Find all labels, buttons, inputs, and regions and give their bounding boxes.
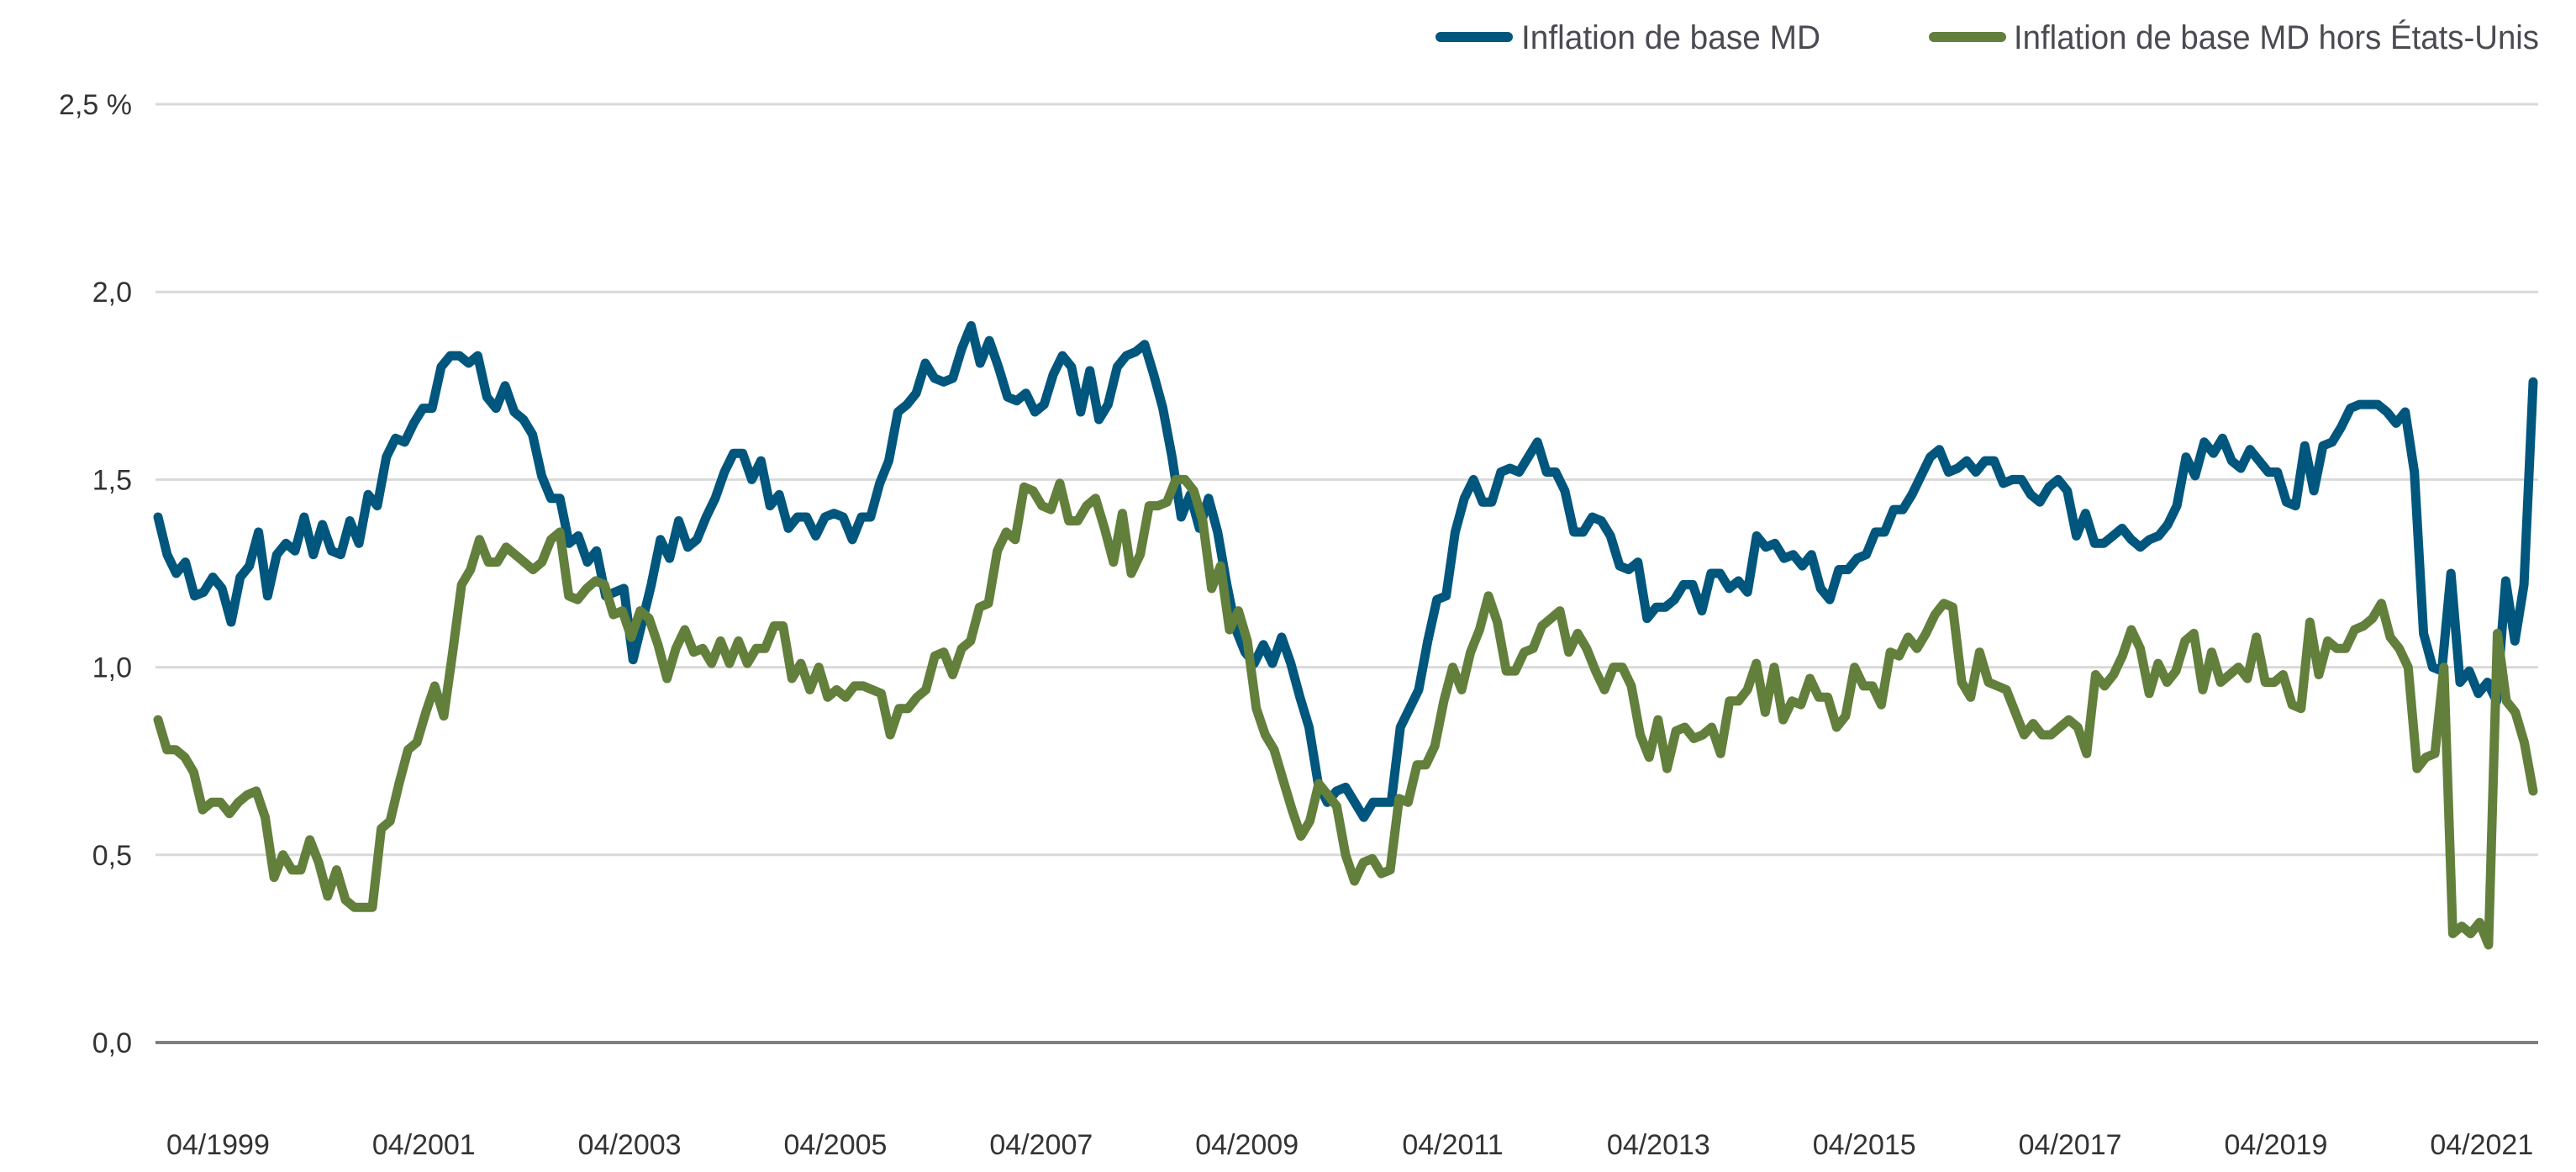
x-tick-label: 04/2019 bbox=[2224, 1129, 2327, 1161]
x-tick-label: 04/2017 bbox=[2019, 1129, 2122, 1161]
legend: Inflation de base MD Inflation de base M… bbox=[1436, 18, 2539, 56]
x-tick-label: 04/2001 bbox=[372, 1129, 476, 1161]
gridlines bbox=[155, 103, 2538, 1044]
y-tick-label: 2,5 % bbox=[59, 89, 132, 121]
series-lines bbox=[153, 320, 2538, 950]
series-line-core-inflation bbox=[153, 320, 2538, 822]
x-tick-label: 04/2015 bbox=[1813, 1129, 1916, 1161]
y-tick-label: 0,5 bbox=[92, 840, 132, 872]
legend-label: Inflation de base MD hors États-Unis bbox=[2014, 18, 2539, 56]
x-tick-label: 04/2009 bbox=[1195, 1129, 1299, 1161]
y-tick-label: 1,0 bbox=[92, 652, 132, 684]
x-tick-label: 04/2013 bbox=[1607, 1129, 1710, 1161]
y-tick-label: 2,0 bbox=[92, 277, 132, 309]
legend-item-core-inflation[interactable]: Inflation de base MD bbox=[1436, 19, 1820, 56]
series-line-core-inflation-ex-us bbox=[153, 474, 2538, 950]
x-axis-tick-labels: 04/1999 04/2001 04/2003 04/2005 04/2007 04/20… bbox=[166, 1129, 2533, 1161]
x-tick-label: 04/2005 bbox=[784, 1129, 888, 1161]
y-tick-label: 1,5 bbox=[92, 464, 132, 496]
y-axis-tick-labels: 0,0 0,5 1,0 1,5 2,0 2,5 % bbox=[59, 89, 132, 1059]
x-tick-label: 04/2003 bbox=[578, 1129, 682, 1161]
y-tick-label: 0,0 bbox=[92, 1027, 132, 1059]
x-tick-label: 04/1999 bbox=[166, 1129, 270, 1161]
x-tick-label: 04/2021 bbox=[2430, 1129, 2533, 1161]
legend-item-core-inflation-ex-us[interactable]: Inflation de base MD hors États-Unis bbox=[1929, 18, 2539, 56]
x-tick-label: 04/2007 bbox=[989, 1129, 1093, 1161]
x-tick-label: 04/2011 bbox=[1402, 1129, 1503, 1161]
legend-label: Inflation de base MD bbox=[1521, 19, 1820, 56]
